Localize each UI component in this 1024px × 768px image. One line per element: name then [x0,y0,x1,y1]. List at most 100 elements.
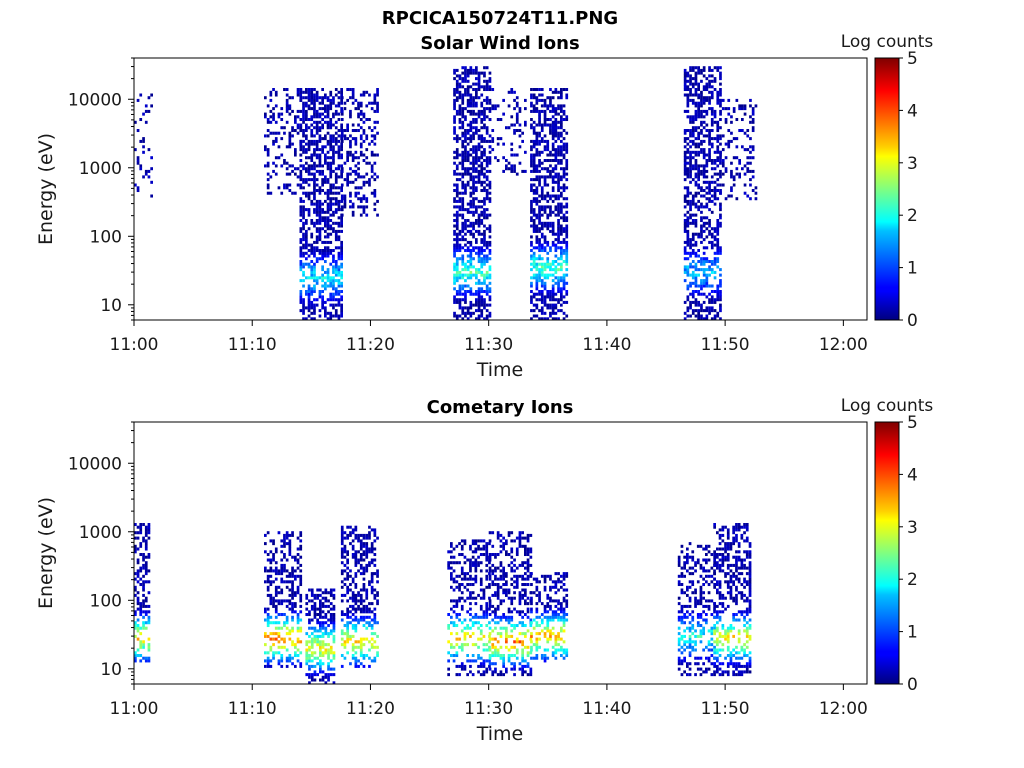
spectrogram-cell [480,205,484,209]
spectrogram-cell [453,287,456,291]
spectrogram-cell [496,593,500,597]
spectrogram-cell [551,137,555,141]
spectrogram-cell [697,205,700,209]
spectrogram-cell [700,98,703,102]
spectrogram-cell [313,107,316,111]
spectrogram-cell [302,317,305,321]
spectrogram-cell [557,137,560,141]
spectrogram-cell [716,145,720,149]
spectrogram-cell [266,585,270,589]
spectrogram-cell [455,276,459,280]
spectrogram-cell [557,197,560,201]
spectrogram-cell [307,145,311,149]
spectrogram-cell [710,210,714,214]
spectrogram-cell [452,599,456,603]
spectrogram-cell [343,583,347,587]
spectrogram-cell [277,645,281,649]
spectrogram-cell [475,210,478,214]
spectrogram-cell [264,550,267,554]
spectrogram-cell [488,251,492,255]
spectrogram-cell [472,118,475,122]
spectrogram-cell [538,115,541,119]
spectrogram-cell [485,213,489,217]
spectrogram-cell [354,626,358,630]
spectrogram-cell [565,224,569,228]
spectrogram-cell [354,656,358,660]
spectrogram-cell [689,303,692,307]
spectrogram-cell [532,126,536,130]
spectrogram-cell [349,574,352,578]
spectrogram-cell [357,172,360,176]
spectrogram-cell [697,88,700,92]
spectrogram-cell [702,109,706,113]
spectrogram-cell [505,539,508,543]
spectrogram-cell [340,599,344,603]
spectrogram-cell [540,191,544,195]
spectrogram-cell [321,265,324,269]
spectrogram-cell [460,643,464,647]
spectrogram-cell [551,317,555,321]
spectrogram-cell [485,553,489,557]
spectrogram-cell [560,90,563,94]
spectrogram-cell [540,249,544,253]
spectrogram-cell [518,533,522,537]
spectrogram-cell [521,577,524,581]
spectrogram-cell [691,139,695,143]
spectrogram-cell [472,167,475,171]
spectrogram-cell [530,156,533,160]
spectrogram-cell [318,238,322,242]
spectrogram-cell [332,213,335,217]
spectrogram-cell [329,213,333,217]
spectrogram-cell [461,93,465,97]
spectrogram-cell [477,621,480,625]
spectrogram-cell [326,298,330,302]
spectrogram-cell [705,306,709,310]
spectrogram-cell [469,148,473,152]
spectrogram-cell [340,251,343,255]
spectrogram-cell [283,544,286,548]
spectrogram-cell [291,572,294,576]
spectrogram-cell [469,199,473,203]
spectrogram-cell [264,580,267,584]
spectrogram-cell [697,164,700,168]
spectrogram-cell [150,156,153,160]
spectrogram-cell [302,306,305,310]
spectrogram-cell [464,139,467,143]
spectrogram-cell [505,553,508,557]
spectrogram-cell [318,210,322,214]
spectrogram-cell [491,654,495,658]
spectrogram-cell [321,654,325,658]
spectrogram-cell [469,126,473,130]
spectrogram-cell [365,137,369,141]
spectrogram-cell [340,254,343,258]
spectrogram-cell [266,120,270,124]
spectrogram-cell [543,115,547,119]
spectrogram-cell [368,580,371,584]
spectrogram-cell [700,71,703,75]
spectrogram-cell [269,191,273,195]
spectrogram-cell [485,191,489,195]
spectrogram-cell [540,93,544,97]
spectrogram-cell [337,303,341,307]
spectrogram-cell [134,120,137,124]
spectrogram-cell [455,221,459,225]
spectrogram-cell [343,643,347,647]
spectrogram-cell [494,648,497,652]
spectrogram-cell [708,107,711,111]
spectrogram-cell [505,645,508,649]
spectrogram-cell [735,172,739,176]
spectrogram-cell [139,118,143,122]
spectrogram-cell [346,98,349,102]
spectrogram-cell [351,580,355,584]
spectrogram-cell [694,74,698,78]
spectrogram-cell [716,295,720,299]
spectrogram-cell [370,169,374,173]
spectrogram-cell [535,107,539,111]
spectrogram-cell [144,604,148,608]
spectrogram-cell [310,265,314,269]
spectrogram-cell [562,295,566,299]
spectrogram-cell [346,591,349,595]
spectrogram-cell [549,175,552,179]
spectrogram-cell [466,98,470,102]
spectrogram-cell [700,279,703,283]
